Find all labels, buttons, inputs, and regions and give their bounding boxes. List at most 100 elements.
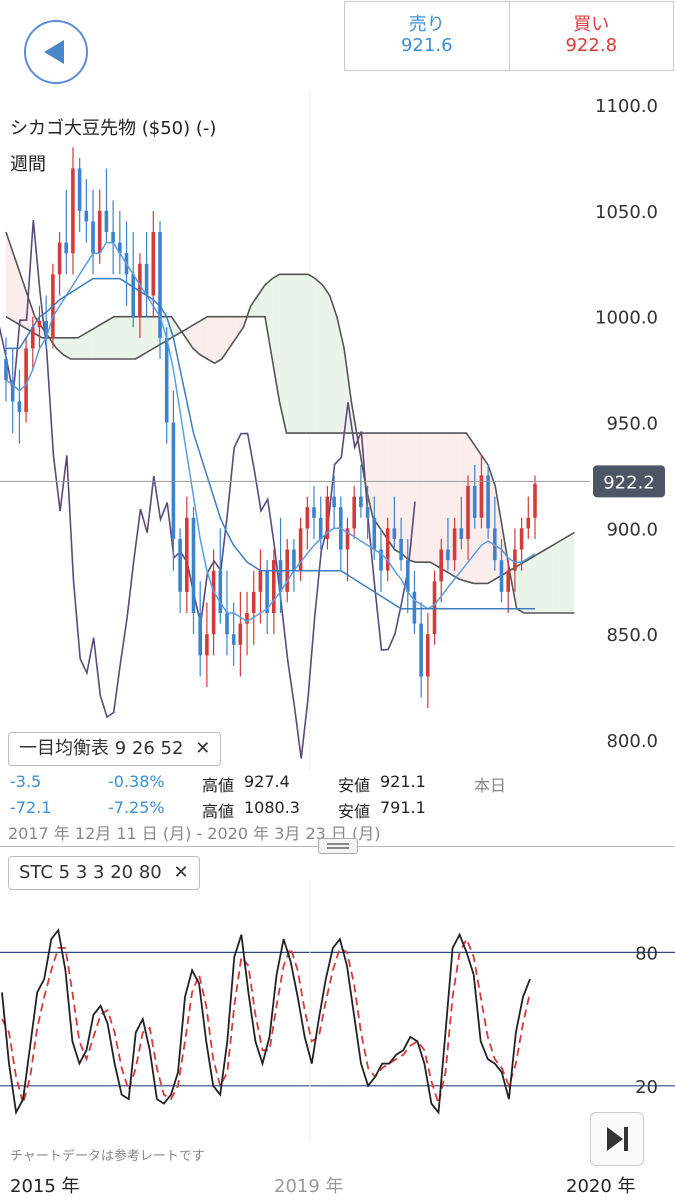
- ichimoku-indicator-chip[interactable]: 一目均衡表 9 26 52 ✕: [8, 732, 222, 766]
- cloud-segment: [444, 433, 452, 575]
- cloud-segment: [63, 337, 71, 359]
- range-low-value: 791.1: [380, 798, 426, 817]
- pane-resize-handle[interactable]: [318, 838, 358, 854]
- cloud-segment: [41, 327, 50, 338]
- sell-label: 売り: [408, 14, 445, 35]
- indicator-name: 一目均衡表: [19, 738, 109, 759]
- cloud-segment: [430, 433, 438, 567]
- back-button[interactable]: [24, 20, 88, 84]
- stc-y-tick-label: 20: [635, 1077, 658, 1098]
- candle-body: [493, 528, 497, 561]
- candle-body: [64, 242, 68, 254]
- candle-body: [84, 210, 89, 222]
- cloud-segment: [121, 316, 129, 359]
- current-price-label: 922.2: [603, 472, 655, 493]
- change-percent: -0.38%: [108, 772, 165, 791]
- range-change-value: -72.1: [10, 798, 52, 817]
- candle-body: [359, 496, 363, 508]
- x-axis: [0, 1168, 675, 1200]
- candle-body: [111, 232, 115, 243]
- cloud-segment: [56, 337, 64, 355]
- cloud-segment: [538, 549, 546, 613]
- candle-body: [91, 221, 95, 254]
- cloud-segment: [495, 486, 503, 580]
- change-value: -3.5: [10, 772, 42, 791]
- cloud-segment: [329, 295, 337, 434]
- cloud-segment: [128, 316, 136, 359]
- cloud-segment: [77, 333, 86, 359]
- candle-body: [499, 560, 504, 592]
- cloud-segment: [394, 433, 402, 554]
- cloud-segment: [221, 316, 229, 359]
- cloud-segment: [516, 562, 524, 613]
- candle-body: [265, 570, 269, 613]
- close-icon[interactable]: ✕: [173, 862, 189, 883]
- candle-body: [325, 496, 330, 539]
- cloud-segment: [279, 274, 287, 434]
- candle-body: [138, 263, 142, 317]
- candle-body: [372, 517, 377, 550]
- candle-body: [519, 528, 524, 550]
- cloud-segment: [559, 536, 568, 613]
- low-label: 安値: [338, 776, 371, 795]
- candle-body: [533, 483, 537, 518]
- stc-indicator-chip[interactable]: STC 5 3 3 20 80 ✕: [8, 856, 200, 890]
- cloud-segment: [437, 433, 445, 571]
- instrument-name: シカゴ大豆先物 ($50) (-): [10, 118, 217, 139]
- cloud-segment: [70, 337, 78, 359]
- y-tick-label: 1100.0: [595, 96, 658, 117]
- candle-body: [305, 507, 310, 529]
- x-label-2020: 2020 年: [566, 1176, 636, 1197]
- candle-body: [205, 634, 209, 656]
- buy-label: 買い: [573, 14, 610, 35]
- cloud-segment: [149, 316, 158, 351]
- sell-quote[interactable]: 売り 921.6: [345, 2, 509, 70]
- candle-body: [439, 549, 443, 582]
- candle-body: [245, 613, 249, 624]
- candle-body: [10, 380, 15, 402]
- candle-body: [44, 320, 48, 338]
- candle-body: [452, 528, 457, 561]
- candle-body: [406, 560, 410, 592]
- candle-body: [292, 549, 296, 571]
- candle-body: [258, 570, 263, 592]
- senkou-span-a-line: [5, 273, 575, 585]
- buy-quote[interactable]: 買い 922.8: [508, 2, 674, 70]
- cloud-segment: [523, 557, 532, 613]
- jump-to-latest-button[interactable]: [590, 1112, 644, 1166]
- buy-price: 922.8: [565, 35, 618, 56]
- candle-body: [57, 242, 62, 275]
- range-high-label: 高値: [202, 802, 235, 821]
- close-icon[interactable]: ✕: [195, 738, 211, 759]
- cloud-segment: [264, 278, 273, 359]
- candle-body: [171, 422, 176, 539]
- x-label-2019: 2019 年: [274, 1176, 344, 1197]
- price-chart[interactable]: 922.2 1100.0 1050.0 1000.0 950.0 900.0 850.0 80…: [0, 90, 675, 770]
- candle-body: [486, 475, 490, 529]
- candle-body: [231, 634, 236, 645]
- candle-body: [97, 210, 102, 254]
- current-price-badge: [593, 465, 665, 498]
- cloud-segment: [459, 433, 467, 582]
- cloud-segment: [20, 274, 28, 330]
- cloud-segment: [236, 316, 244, 338]
- candle-body: [71, 168, 75, 254]
- candle-body: [158, 232, 162, 338]
- candle-body: [118, 242, 122, 254]
- stc-params: 5 3 3 20 80: [58, 862, 162, 883]
- y-tick-label: 1000.0: [595, 308, 658, 329]
- cloud-segment: [171, 316, 179, 338]
- candle-body: [218, 570, 223, 613]
- stc-name: STC: [19, 862, 53, 883]
- y-tick-label: 950.0: [606, 414, 658, 435]
- tenkan-sen-line: [5, 241, 536, 623]
- candle-body: [479, 475, 484, 518]
- candle-body: [272, 560, 276, 613]
- stc-chart[interactable]: 80 20: [0, 880, 675, 1142]
- cloud-segment: [272, 274, 280, 402]
- candle-body: [164, 337, 169, 423]
- cloud-segment: [545, 545, 553, 613]
- cloud-segment: [308, 274, 316, 434]
- candle-body: [385, 528, 390, 571]
- cloud-segment: [365, 433, 373, 518]
